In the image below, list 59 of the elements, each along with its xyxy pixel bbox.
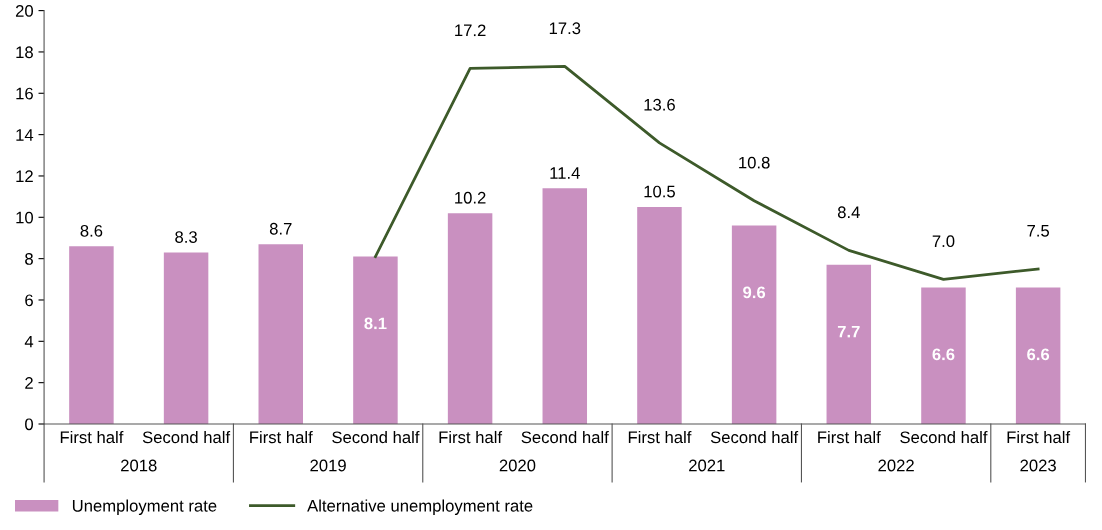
- text: 2020: [499, 459, 536, 472]
- bar: [69, 246, 114, 424]
- data-label: 10.8: [739, 156, 770, 169]
- bar: [731, 225, 777, 424]
- data-label: 11.4: [550, 167, 580, 179]
- data-label: 7.5: [1027, 225, 1050, 237]
- x-tick-label: Second half: [332, 430, 420, 444]
- x-tick-label: Second half: [710, 430, 799, 444]
- bar: [1015, 287, 1061, 424]
- data-label: 8.3: [175, 231, 197, 243]
- x-tick-label: First half: [818, 430, 881, 444]
- x-tick-label: First half: [60, 430, 124, 444]
- y-tick-label: 10: [16, 211, 34, 224]
- x-tick-label: Second half: [900, 430, 988, 444]
- y-tick-label: 20: [15, 5, 34, 17]
- text: 2019: [310, 459, 346, 472]
- legend-label: Unemployment rate: [72, 499, 217, 515]
- x-tick-label: First half: [1007, 430, 1071, 444]
- data-label: 17.2: [455, 24, 486, 37]
- data-label: 10.5: [644, 185, 675, 198]
- bar: [921, 287, 966, 424]
- bar: [163, 252, 209, 424]
- data-label: 8.4: [837, 206, 860, 219]
- data-label: 6.6: [1027, 348, 1050, 361]
- data-label: 8.1: [364, 317, 387, 330]
- data-label: 7.7: [837, 325, 860, 338]
- y-tick-label: 6: [25, 294, 33, 307]
- text: 2021: [689, 459, 725, 472]
- x-tick-label: First half: [250, 430, 313, 444]
- text: 2018: [121, 459, 157, 472]
- data-label: 17.3: [549, 22, 581, 35]
- x-tick-label: Second half: [142, 430, 231, 444]
- text: 2022: [878, 459, 914, 472]
- y-tick-label: 12: [16, 170, 33, 182]
- legend-label: Alternative unemployment rate: [307, 499, 533, 515]
- x-tick-label: First half: [439, 430, 503, 444]
- data-label: 8.7: [269, 222, 292, 235]
- y-tick-label: 0: [25, 418, 34, 431]
- y-tick-label: 2: [25, 377, 33, 389]
- y-tick-label: 4: [24, 335, 34, 348]
- x-tick-label: First half: [628, 430, 692, 444]
- bar: [447, 213, 493, 424]
- bar: [258, 244, 304, 424]
- data-label: 8.6: [80, 224, 103, 237]
- data-label: 9.6: [743, 286, 766, 299]
- bar: [542, 188, 588, 424]
- data-label: 10.2: [455, 191, 486, 204]
- y-tick-label: 16: [16, 87, 33, 100]
- y-tick-label: 18: [16, 46, 33, 59]
- data-label: 6.6: [932, 348, 955, 361]
- text: 2023: [1020, 459, 1056, 472]
- data-label: 7.0: [932, 235, 955, 248]
- bar: [826, 264, 872, 424]
- y-tick-label: 14: [16, 129, 34, 141]
- bar: [353, 256, 398, 424]
- bar: [637, 206, 682, 424]
- data-label: 13.6: [644, 98, 675, 111]
- y-tick-label: 8: [25, 253, 33, 265]
- x-tick-label: Second half: [521, 430, 609, 444]
